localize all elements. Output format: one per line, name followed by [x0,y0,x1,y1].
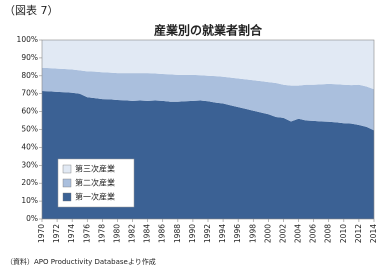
legend-swatch [62,178,72,188]
legend-swatch [62,164,72,174]
legend-swatch [62,192,72,202]
legend-label: 第二次産業 [75,178,115,188]
y-tick-label: 20% [21,178,38,187]
y-tick-label: 30% [21,160,38,169]
x-tick-label: 1970 [37,224,46,243]
x-tick-label: 2012 [354,224,363,243]
area [42,40,374,90]
x-tick-label: 1984 [143,224,152,243]
x-tick-label: 2004 [294,224,303,243]
y-tick-label: 50% [21,125,38,134]
y-tick-label: 100% [17,35,38,44]
figure-label: （図表 7） [4,3,59,17]
source-note: （資料）APO Productivity Databaseより作成 [6,257,156,266]
x-tick-label: 2006 [309,224,318,243]
x-tick-label: 1998 [248,224,257,243]
y-tick-label: 10% [21,196,38,205]
x-tick-label: 2010 [339,224,348,243]
x-tick-label: 1978 [97,224,106,243]
x-tick-label: 1996 [233,224,242,243]
x-tick-label: 1994 [218,224,227,243]
legend-label: 第一次産業 [75,192,115,202]
legend-label: 第三次産業 [75,164,115,174]
y-tick-label: 60% [21,107,38,116]
x-tick-label: 1982 [128,224,137,243]
y-tick-label: 70% [21,89,38,98]
y-tick-label: 80% [21,71,38,80]
chart-title: 産業別の就業者割合 [154,23,263,38]
y-tick-label: 40% [21,142,38,151]
x-tick-label: 2014 [369,224,378,243]
x-tick-label: 2008 [324,224,333,243]
x-tick-label: 1974 [67,224,76,243]
x-tick-label: 2000 [263,224,272,243]
x-tick-label: 1986 [158,224,167,243]
x-tick-label: 1988 [173,224,182,243]
x-tick-label: 2002 [278,224,287,243]
y-tick-label: 90% [21,53,38,62]
area [42,67,374,131]
x-tick-label: 1976 [82,224,91,243]
x-tick-label: 1990 [188,224,197,243]
x-tick-label: 1992 [203,224,212,243]
x-tick-label: 1972 [52,224,61,243]
y-tick-label: 0% [26,214,38,223]
x-tick-label: 1980 [112,224,121,243]
